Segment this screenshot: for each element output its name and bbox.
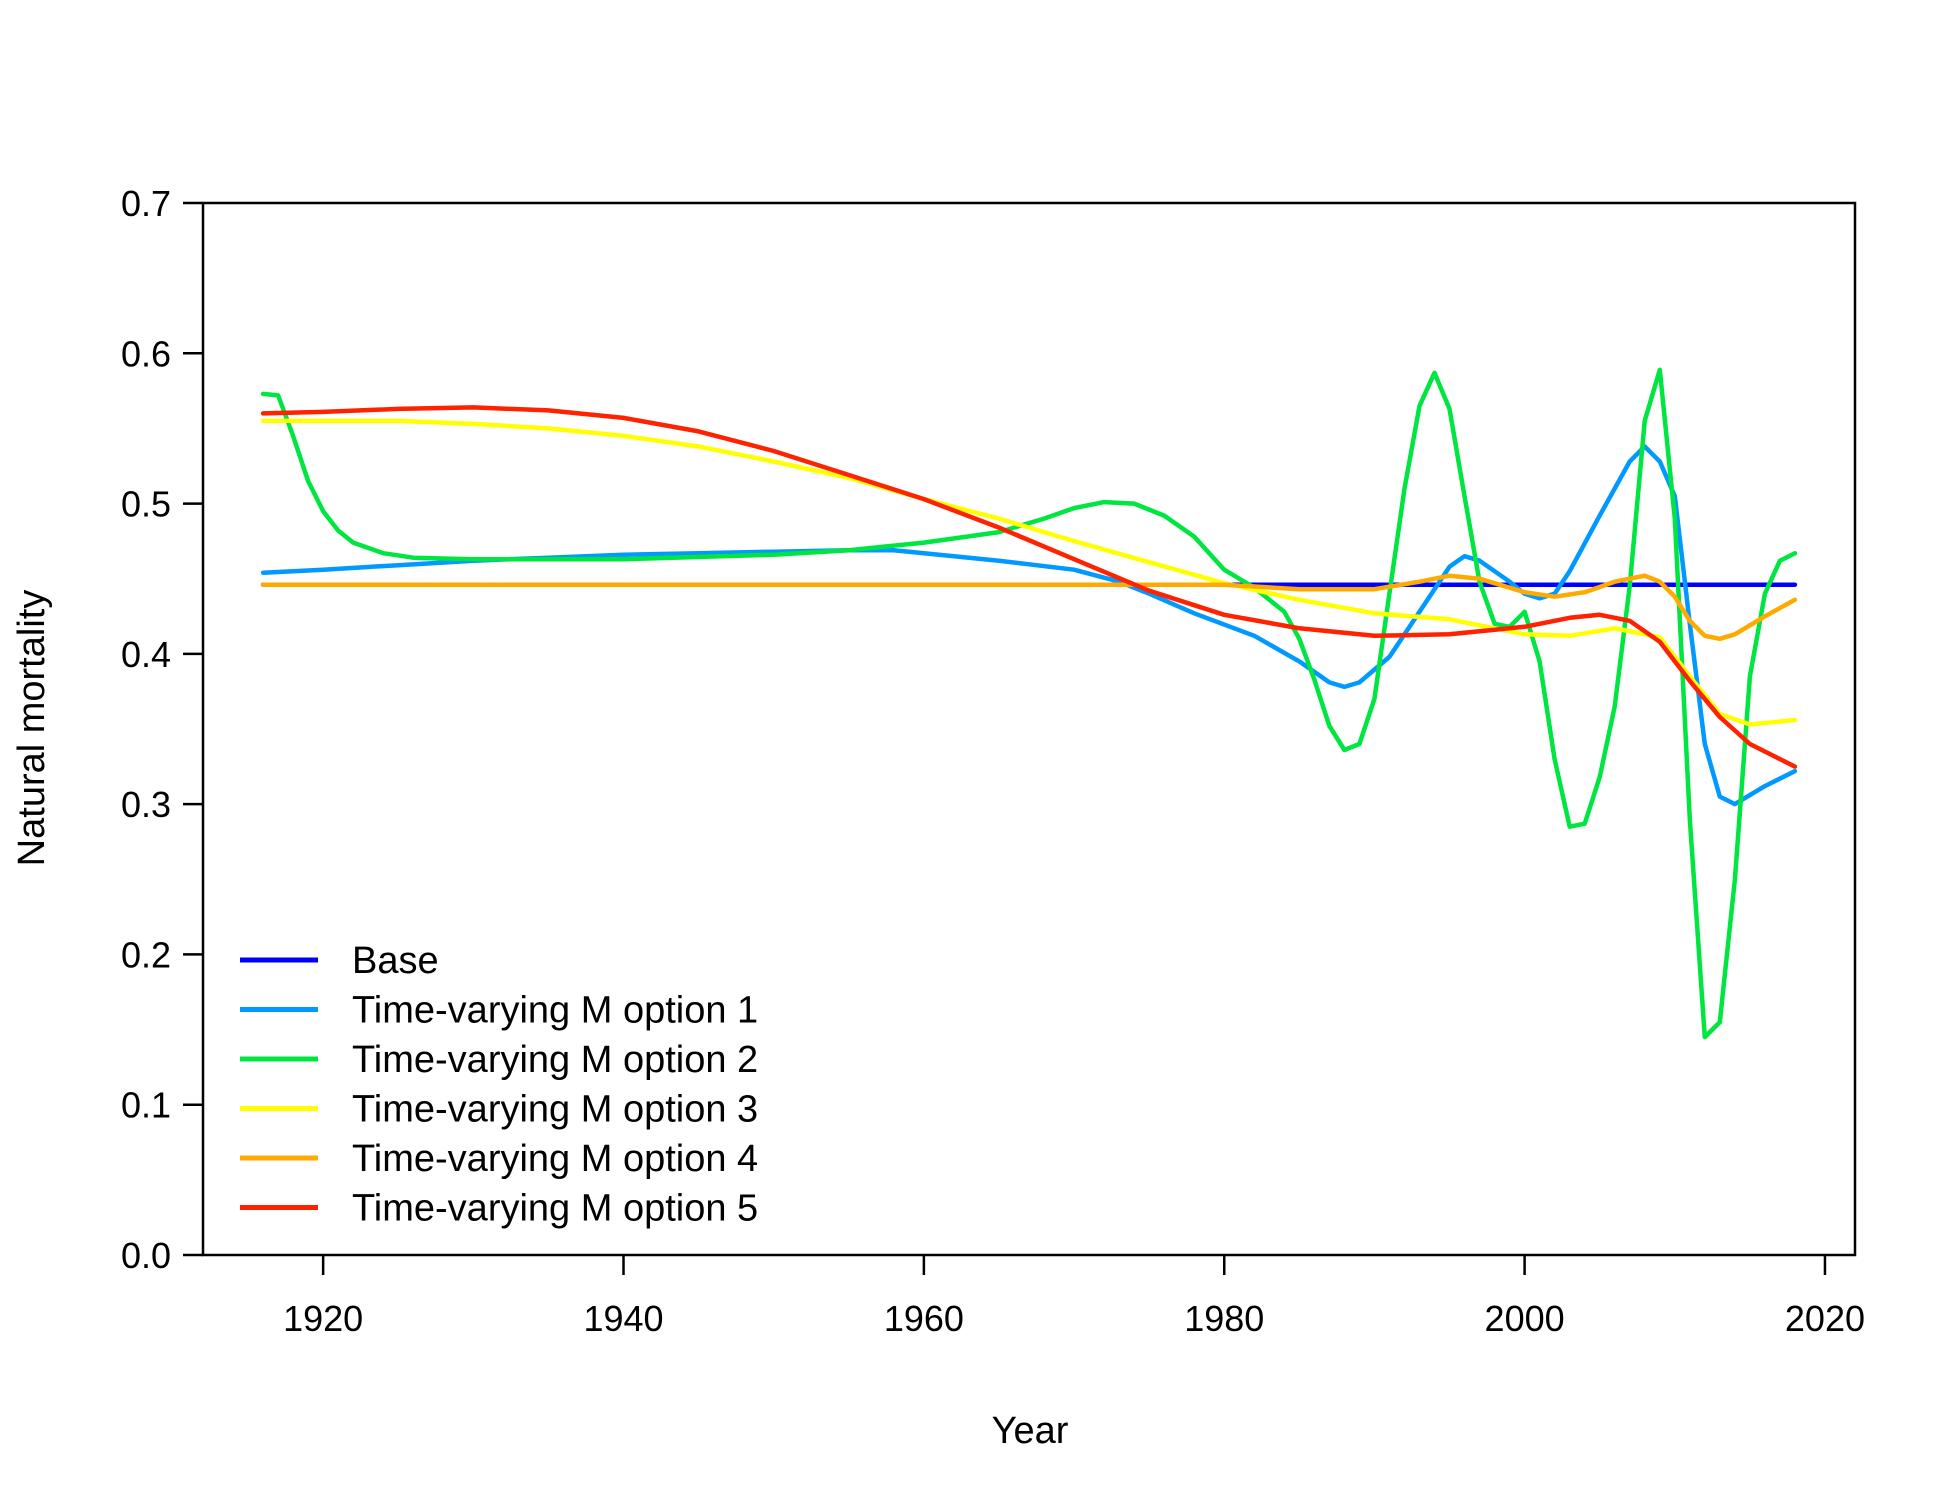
y-axis: 0.0 0.1 0.2 0.3 0.4 0.5 0.6 0.7: [121, 183, 203, 1276]
series-lines: [260, 367, 1798, 1040]
series-line-2: [260, 444, 1798, 807]
legend-label-2: Time-varying M option 1: [352, 990, 758, 1032]
plot-border: [201, 201, 1857, 1257]
series-line-3: [260, 367, 1798, 1040]
x-tick-label: 2000: [1485, 1298, 1565, 1339]
legend-label-3: Time-varying M option 2: [352, 1039, 758, 1081]
x-tick-label: 1940: [583, 1298, 663, 1339]
y-tick-label: 0.3: [121, 784, 171, 825]
x-tick-label: 1960: [884, 1298, 964, 1339]
x-axis: 1920 1940 1960 1980 2000 2020: [283, 1255, 1865, 1339]
y-tick-label: 0.5: [121, 484, 171, 525]
x-tick-label: 2020: [1785, 1298, 1865, 1339]
series-line-5: [260, 573, 1798, 642]
y-tick-label: 0.7: [121, 183, 171, 224]
legend-label-4: Time-varying M option 3: [352, 1089, 758, 1131]
x-tick-label: 1920: [283, 1298, 363, 1339]
plot-frame: [201, 201, 1857, 1257]
legend-label-5: Time-varying M option 4: [352, 1138, 758, 1180]
legend: Base Time-varying M option 1 Time-varying …: [240, 940, 758, 1230]
series-line-4: [260, 418, 1798, 727]
y-tick-label: 0.4: [121, 634, 171, 675]
y-tick-label: 0.6: [121, 333, 171, 374]
x-axis-title: Year: [992, 1410, 1069, 1452]
y-axis-title: Natural mortality: [11, 590, 53, 867]
x-tick-label: 1980: [1184, 1298, 1264, 1339]
y-tick-label: 0.0: [121, 1235, 171, 1276]
series-line-6: [260, 405, 1798, 769]
y-tick-label: 0.1: [121, 1085, 171, 1126]
legend-label-1: Base: [352, 940, 439, 982]
legend-label-6: Time-varying M option 5: [352, 1188, 758, 1230]
y-tick-label: 0.2: [121, 934, 171, 975]
